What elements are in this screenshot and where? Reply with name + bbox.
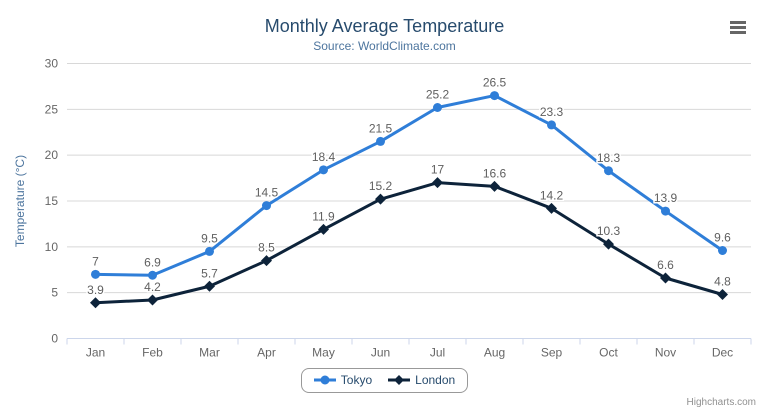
tokyo-data-label: 21.5 (369, 121, 393, 135)
x-axis-tick-label: Sep (541, 346, 563, 360)
london-data-label: 4.8 (714, 275, 731, 289)
x-axis-tick-label: Aug (484, 346, 505, 360)
y-axis-tick-label: 20 (45, 148, 59, 162)
tokyo-series-line[interactable] (94, 94, 724, 277)
chart-subtitle: Source: WorldClimate.com (313, 39, 456, 53)
tokyo-data-point-marker[interactable] (262, 201, 271, 211)
tokyo-data-point-marker[interactable] (604, 166, 613, 176)
legend: Tokyo London (0, 368, 769, 393)
chart-title: Monthly Average Temperature (264, 16, 505, 36)
tokyo-data-label: 6.9 (144, 255, 161, 269)
london-data-label: 15.2 (369, 179, 393, 193)
london-data-label: 10.3 (597, 224, 621, 238)
london-data-label: 3.9 (87, 283, 104, 297)
tokyo-data-label: 23.3 (540, 105, 564, 119)
london-data-point-marker[interactable] (375, 193, 386, 205)
london-data-point-marker[interactable] (717, 289, 728, 300)
x-axis-tick-label: Mar (199, 346, 220, 360)
tokyo-data-point-marker[interactable] (547, 120, 556, 130)
london-data-label: 6.6 (657, 258, 674, 272)
london-data-label: 14.2 (540, 188, 564, 202)
x-axis-tick-label: May (312, 346, 335, 360)
london-data-point-marker[interactable] (318, 223, 329, 235)
london-data-label: 5.7 (201, 266, 218, 280)
tokyo-data-point-marker[interactable] (205, 246, 214, 256)
london-data-point-marker[interactable] (204, 280, 215, 292)
x-axis-tick-label: Nov (655, 346, 676, 360)
x-axis-tick-label: Dec (712, 346, 733, 360)
legend-marker-symbol (320, 375, 330, 385)
tokyo-data-point-marker[interactable] (661, 206, 670, 216)
legend-item-tokyo[interactable]: Tokyo (313, 373, 373, 387)
y-axis-tick-label: 25 (45, 102, 59, 116)
london-data-point-marker[interactable] (489, 180, 500, 192)
legend-item-london[interactable]: London (388, 373, 455, 387)
london-data-point-marker[interactable] (660, 272, 671, 284)
y-axis-tick-label: 5 (51, 286, 58, 300)
x-axis-tick-label: Jun (371, 346, 390, 360)
x-axis-tick-label: Feb (142, 346, 163, 360)
london-series-line[interactable] (94, 181, 724, 305)
london-series-symbol (388, 375, 411, 385)
london-data-point-marker[interactable] (147, 294, 158, 306)
x-axis-tick-label: Jan (86, 346, 105, 360)
legend-marker-symbol (394, 375, 405, 385)
legend-label-tokyo: Tokyo (340, 373, 373, 387)
london-data-point-marker[interactable] (546, 202, 557, 214)
y-axis-tick-label: 0 (51, 332, 58, 346)
tokyo-data-label: 18.4 (312, 150, 336, 164)
tokyo-data-point-marker[interactable] (433, 103, 442, 112)
london-data-label: 4.2 (144, 280, 161, 294)
hamburger-menu-icon (730, 30, 746, 34)
legend-label-london: London (415, 373, 456, 387)
export-menu-button[interactable] (726, 16, 750, 38)
tokyo-data-point-marker[interactable] (91, 269, 100, 279)
london-data-label: 16.6 (483, 166, 507, 180)
london-data-label: 8.5 (258, 241, 275, 255)
y-axis-title: Temperature (°C) (13, 155, 27, 247)
tokyo-data-point-marker[interactable] (490, 91, 499, 101)
hamburger-menu-icon (730, 25, 746, 29)
tokyo-data-label: 9.5 (201, 231, 218, 245)
tokyo-data-label: 26.5 (483, 76, 507, 90)
y-axis-tick-label: 30 (45, 57, 59, 71)
london-data-point-marker[interactable] (90, 297, 101, 309)
tokyo-data-point-marker[interactable] (148, 270, 157, 280)
tokyo-data-label: 13.9 (654, 191, 678, 205)
tokyo-data-label: 18.3 (597, 151, 621, 165)
tokyo-data-point-marker[interactable] (319, 165, 328, 175)
y-axis-tick-label: 15 (45, 194, 59, 208)
london-data-label: 11.9 (312, 209, 335, 223)
tokyo-data-point-marker[interactable] (718, 246, 727, 255)
tokyo-data-label: 25.2 (426, 88, 450, 102)
london-data-point-marker[interactable] (432, 177, 443, 189)
hamburger-menu-icon (730, 20, 746, 24)
y-axis-tick-label: 10 (45, 240, 59, 254)
london-data-point-marker[interactable] (261, 255, 272, 267)
legend-box: Tokyo London (300, 368, 469, 393)
tokyo-data-label: 14.5 (255, 186, 279, 200)
london-data-label: 17 (431, 163, 445, 177)
tokyo-series-symbol (313, 375, 336, 385)
x-axis-tick-label: Oct (599, 346, 618, 360)
x-axis-tick-label: Apr (257, 346, 276, 360)
tokyo-data-label: 7 (92, 254, 99, 268)
x-axis-tick-label: Jul (430, 346, 445, 360)
highcharts-credit-link[interactable]: Highcharts.com (686, 397, 756, 408)
tokyo-data-point-marker[interactable] (376, 136, 385, 146)
london-data-point-marker[interactable] (603, 238, 614, 250)
tokyo-data-label: 9.6 (714, 231, 731, 245)
